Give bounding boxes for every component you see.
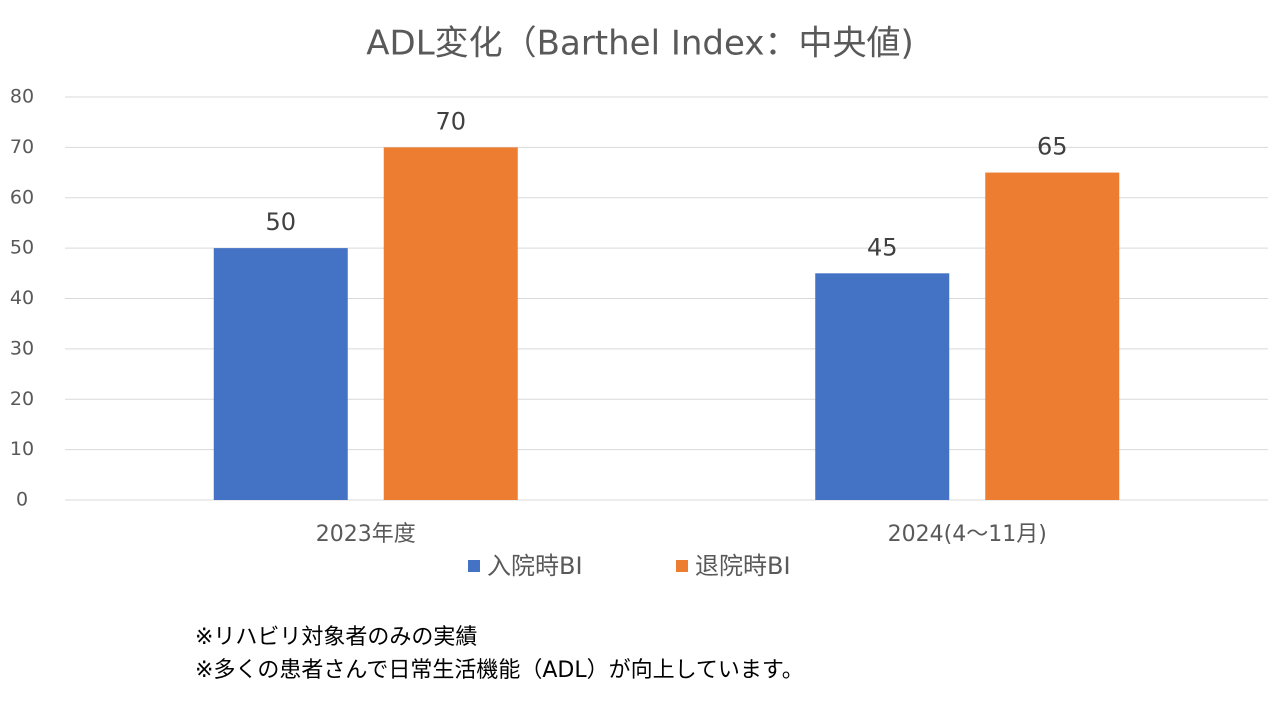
y-tick-label: 20 [10,388,34,410]
y-tick-label: 70 [10,136,34,158]
legend-label: 入院時BI [487,552,583,580]
y-tick-label: 60 [10,186,34,208]
legend-label: 退院時BI [695,552,791,580]
bar [815,273,950,500]
bar [213,248,348,500]
x-tick-label: 2023年度 [316,522,416,547]
y-tick-label: 10 [10,438,34,460]
value-label: 50 [265,208,296,236]
y-tick-label: 30 [10,337,34,359]
value-label: 65 [1037,133,1068,161]
note: ※リハビリ対象者のみの実績 [195,625,477,650]
bar [383,147,518,500]
legend-swatch [468,560,480,572]
value-label: 70 [435,107,466,135]
y-tick-label: 80 [10,86,34,108]
bar [985,172,1120,500]
y-tick-label: 50 [10,237,34,259]
y-tick-label: 40 [10,287,34,309]
legend-swatch [676,560,688,572]
chart-title: ADL変化（Barthel Index：中央値) [366,24,913,64]
x-tick-label: 2024(4～11月) [888,522,1047,547]
value-label: 45 [867,233,898,261]
note: ※多くの患者さんで日常生活機能（ADL）が向上しています。 [195,658,804,683]
y-tick-label: 0 [16,489,28,511]
